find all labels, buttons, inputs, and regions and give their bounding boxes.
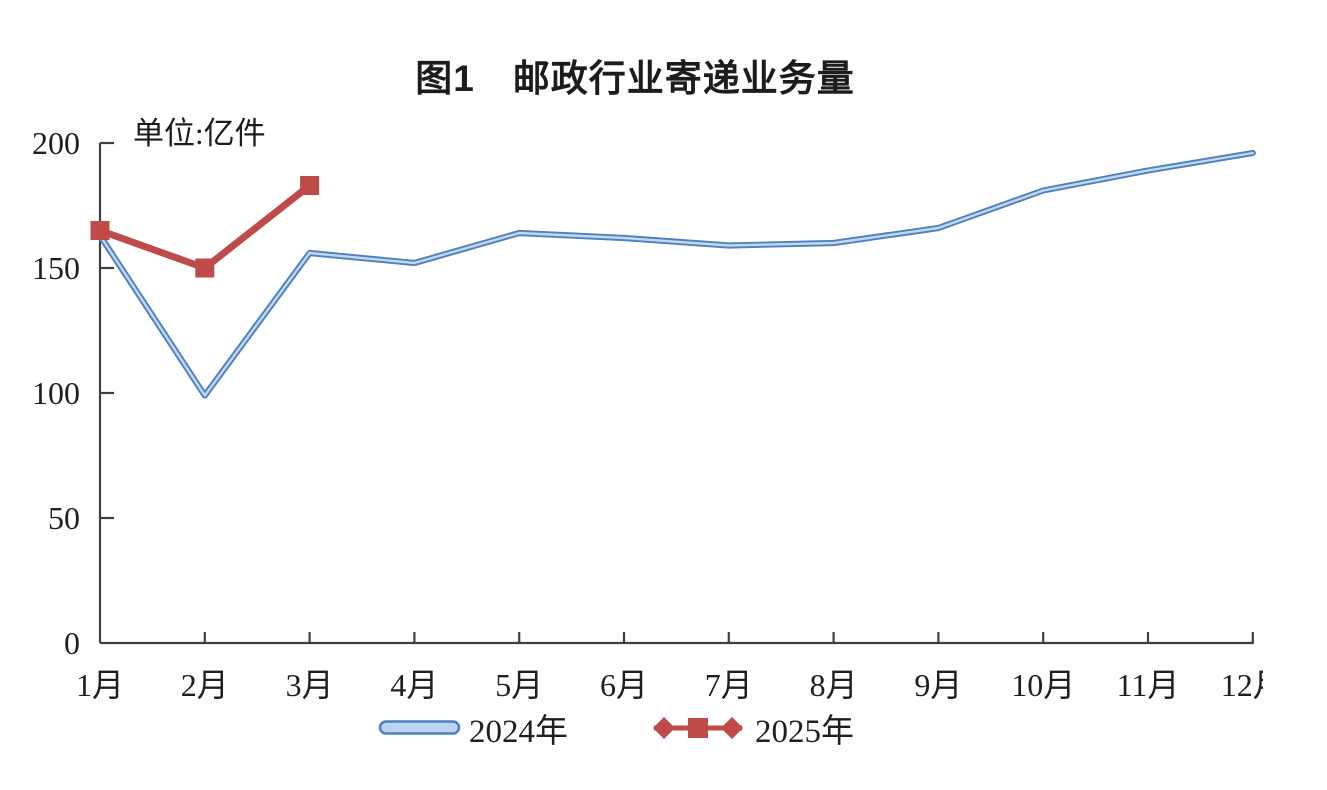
red-swatch-square	[688, 718, 708, 738]
x-tick-label-10月: 10月	[1011, 667, 1075, 703]
legend-label-2024: 2024年	[469, 714, 568, 750]
legend-item-2024: 2024年	[378, 703, 568, 753]
y-tick-label-150: 150	[32, 250, 80, 286]
unit-label: 单位:亿件	[133, 116, 266, 151]
x-tick-label-6月: 6月	[600, 667, 648, 703]
x-tick-label-11月: 11月	[1117, 667, 1180, 703]
x-tick-label-4月: 4月	[390, 667, 438, 703]
line-swatch-2025-icon	[653, 717, 743, 739]
blue-capsule-swatch	[378, 720, 461, 735]
y-tick-label-50: 50	[48, 500, 80, 536]
y-tick-labels-group: 0 50 100 150 200	[32, 125, 80, 661]
y-tick-label-100: 100	[32, 375, 80, 411]
x-tick-label-7月: 7月	[705, 667, 753, 703]
x-tick-label-1月: 1月	[76, 667, 124, 703]
x-tick-label-9月: 9月	[914, 667, 962, 703]
series-2024-line-group	[96, 149, 1256, 399]
series-2025-marker-3月	[300, 176, 320, 195]
y-tick-label-0: 0	[64, 625, 80, 661]
right-edge-clip-group	[1263, 650, 1327, 702]
right-edge-clip	[1263, 650, 1327, 702]
series-2025-marker-2月	[195, 258, 215, 278]
legend-container: 2024年 2025年	[0, 703, 1327, 753]
series-2025-line-group	[90, 176, 320, 278]
x-tick-labels-group: 1月 2月 3月 4月 5月 6月 7月 8月 9月 10月 11月 12月	[76, 667, 1285, 703]
x-tick-label-8月: 8月	[810, 667, 858, 703]
line-swatch-2024-icon	[378, 720, 461, 735]
legend-label-2025: 2025年	[755, 714, 854, 750]
x-tick-label-3月: 3月	[286, 667, 334, 703]
series-2025-marker-1月	[90, 221, 110, 240]
legend-item-2025: 2025年	[648, 703, 854, 753]
series-2024-line	[96, 149, 1256, 399]
red-swatch-diamond-right	[721, 717, 743, 739]
chart-title: 图1 邮政行业寄递业务量	[415, 58, 855, 99]
series-2024-line-highlight	[98, 151, 1255, 397]
x-tick-label-5月: 5月	[495, 667, 543, 703]
red-swatch-diamond-left	[653, 717, 675, 739]
series-2025-line	[96, 182, 314, 272]
x-tick-label-2月: 2月	[181, 667, 229, 703]
y-tick-label-200: 200	[32, 125, 80, 161]
